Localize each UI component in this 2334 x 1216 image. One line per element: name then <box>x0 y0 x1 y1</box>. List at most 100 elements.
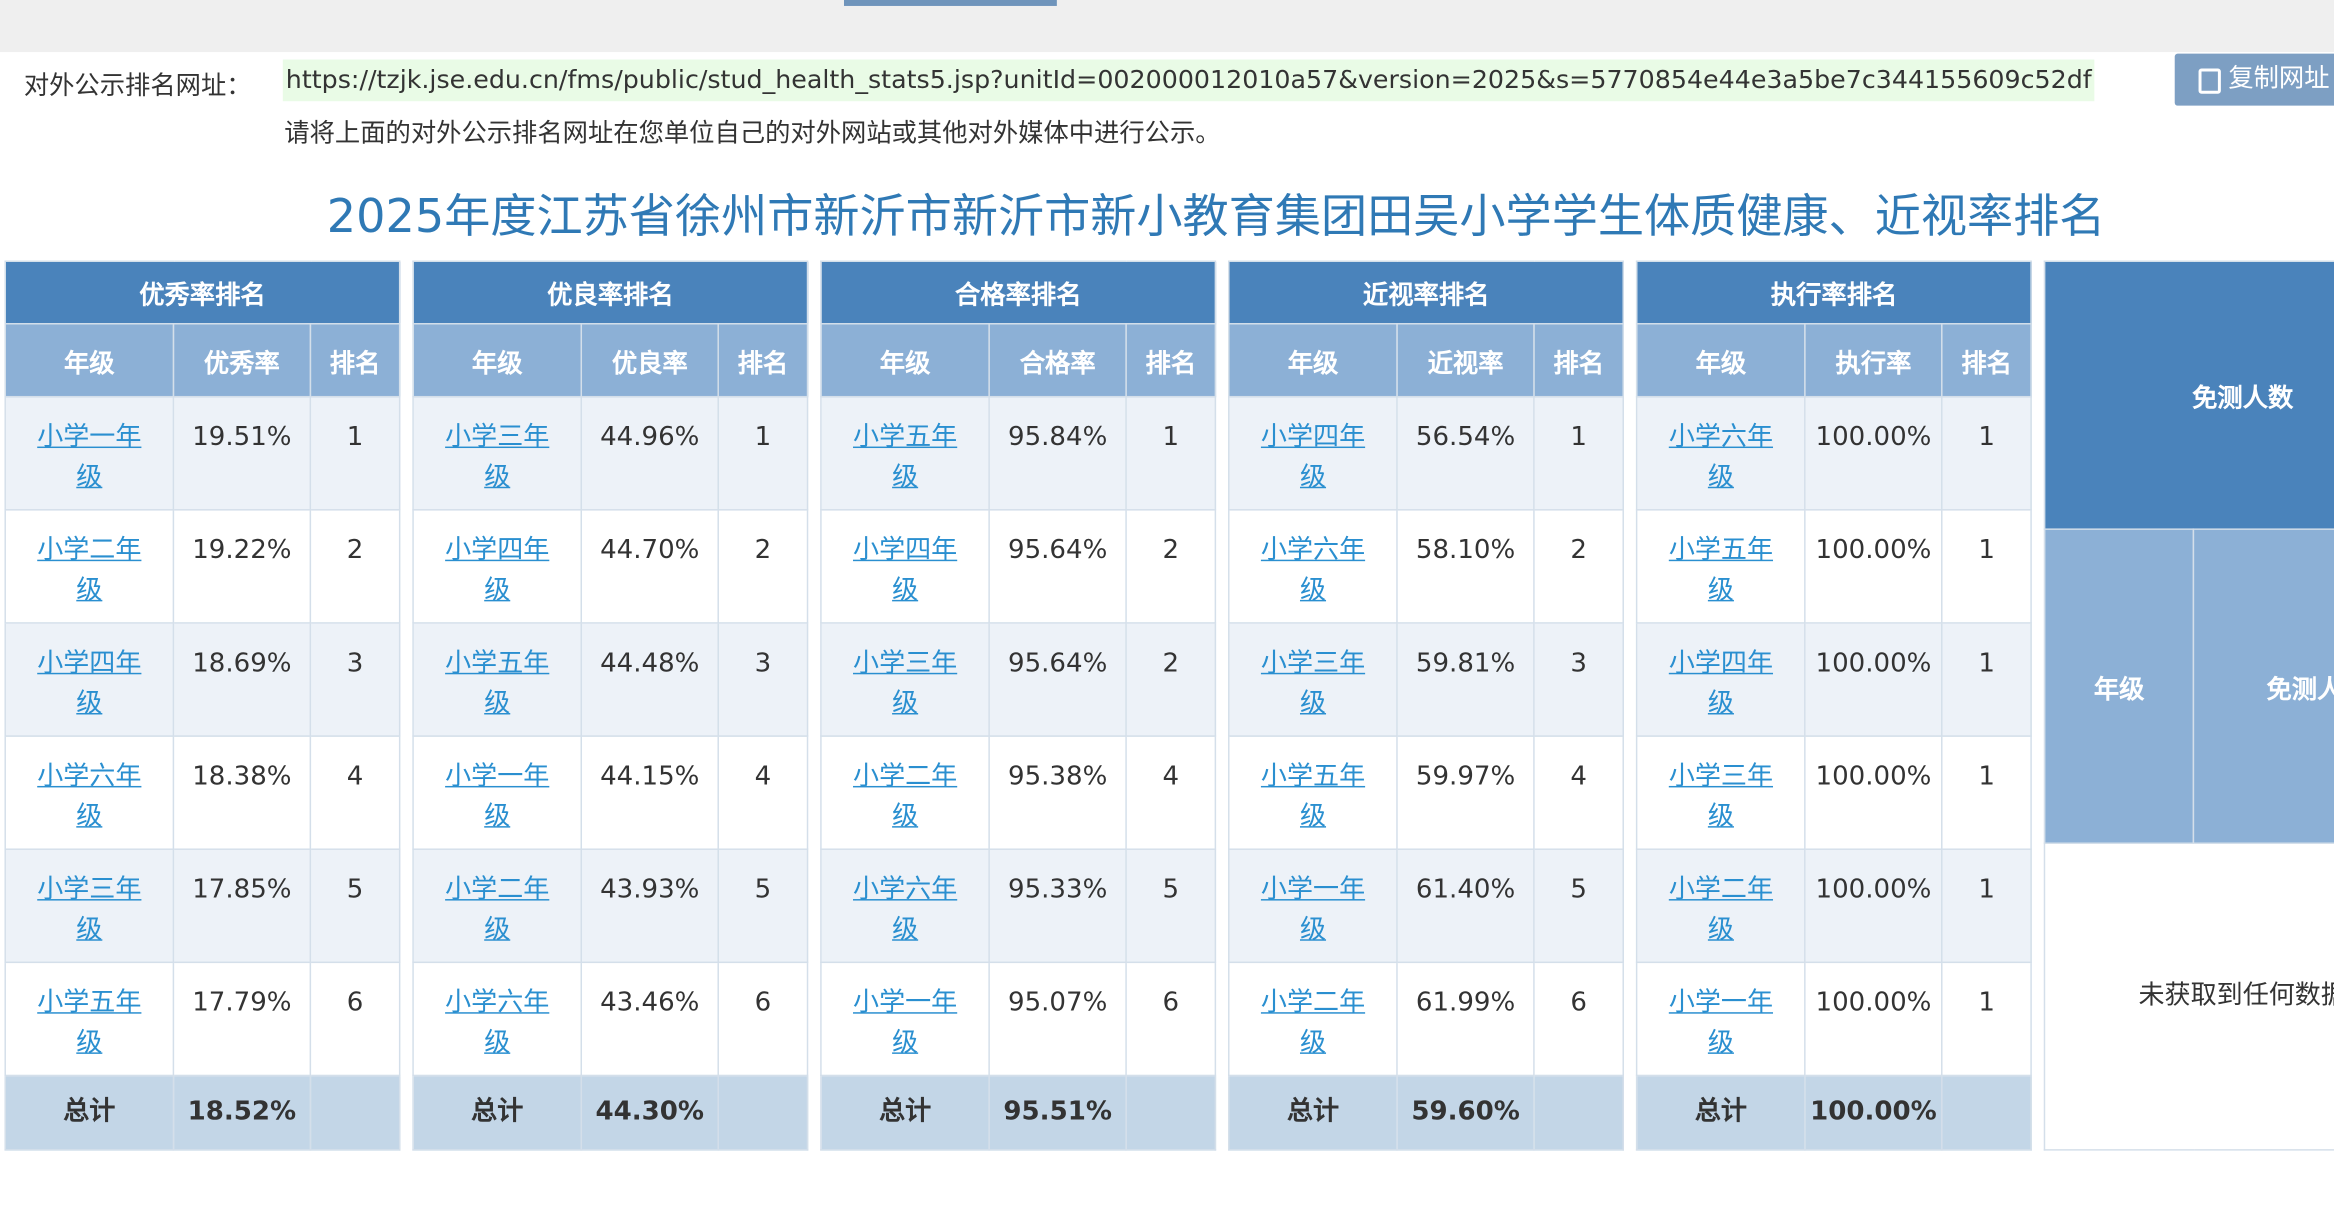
cell: 6 <box>717 961 809 1077</box>
total-cell: 44.30% <box>580 1074 720 1151</box>
cell: 95.33% <box>988 848 1127 964</box>
title-row: 优秀率排名 <box>4 260 401 325</box>
cell: 1 <box>1941 961 2033 1077</box>
column-header: 合格率 <box>988 323 1127 398</box>
grade-link[interactable]: 小学一年级 <box>37 422 142 493</box>
data-row: 小学三年级 59.81% 3 <box>1228 622 1625 737</box>
total-row: 总计 59.60% <box>1228 1074 1625 1151</box>
column-header: 排名 <box>1125 323 1217 398</box>
cell: 1 <box>1125 395 1217 511</box>
cell: 小学一年级 <box>1228 848 1398 964</box>
grade-link[interactable]: 小学一年级 <box>1668 988 1774 1059</box>
cell: 4 <box>309 735 401 850</box>
grade-link[interactable]: 小学三年级 <box>37 875 142 946</box>
column-header-row: 年级 优秀率 排名 <box>4 323 401 398</box>
top-bar <box>0 0 2334 53</box>
notice: 请将上面的对外公示排名网址在您单位自己的对外网站或其他对外媒体中进行公示。 <box>284 119 1221 149</box>
cell: 6 <box>1533 961 1625 1077</box>
cell: 小学三年级 <box>820 622 990 737</box>
grade-link[interactable]: 小学五年级 <box>445 648 550 719</box>
total-cell <box>717 1074 809 1151</box>
table-title: 免测人数 <box>2043 260 2334 531</box>
grade-link[interactable]: 小学六年级 <box>37 762 142 833</box>
column-header-row: 年级免测人数 <box>2043 528 2334 844</box>
column-header-row: 年级 优良率 排名 <box>412 323 809 398</box>
grade-link[interactable]: 小学一年级 <box>853 988 958 1059</box>
data-row: 小学五年级 44.48% 3 <box>412 622 809 737</box>
grade-link[interactable]: 小学三年级 <box>853 648 958 719</box>
column-header-row: 年级 近视率 排名 <box>1228 323 1625 398</box>
data-row: 小学二年级 19.22% 2 <box>4 509 401 624</box>
grade-link[interactable]: 小学五年级 <box>1260 762 1366 833</box>
data-row: 小学六年级 58.10% 2 <box>1228 509 1625 624</box>
grade-link[interactable]: 小学六年级 <box>1260 535 1366 606</box>
column-header: 优良率 <box>580 323 720 398</box>
grade-link[interactable]: 小学二年级 <box>1668 875 1774 946</box>
grade-link[interactable]: 小学六年级 <box>1668 422 1774 493</box>
grade-link[interactable]: 小学三年级 <box>1668 762 1774 833</box>
cell: 小学二年级 <box>412 848 583 964</box>
public-url: https://tzjk.jse.edu.cn/fms/public/stud_… <box>282 59 2095 102</box>
grade-link[interactable]: 小学五年级 <box>1668 535 1774 606</box>
grade-link[interactable]: 小学二年级 <box>1260 988 1366 1059</box>
column-header: 年级 <box>4 323 175 398</box>
data-row: 小学一年级 100.00% 1 <box>1636 961 2033 1077</box>
ranking-tables: 优秀率排名 年级 优秀率 排名 小学一年级 19.51% 1 小学二年级 19.22% 2 小学四年… <box>4 260 2334 1151</box>
grade-link[interactable]: 小学三年级 <box>1260 648 1366 719</box>
cell: 小学二年级 <box>820 735 990 850</box>
total-cell: 59.60% <box>1396 1074 1535 1151</box>
cell: 95.07% <box>988 961 1127 1077</box>
total-cell <box>1125 1074 1217 1151</box>
grade-link[interactable]: 小学四年级 <box>445 535 550 606</box>
data-row: 小学二年级 61.99% 6 <box>1228 961 1625 1077</box>
table-title: 近视率排名 <box>1228 260 1625 325</box>
cell: 小学六年级 <box>1636 395 1806 511</box>
data-row: 小学一年级 95.07% 6 <box>820 961 1217 1077</box>
ranking-table: 免测人数年级免测人数未获取到任何数据 <box>2043 260 2334 1151</box>
grade-link[interactable]: 小学二年级 <box>853 762 958 833</box>
total-cell <box>1533 1074 1625 1151</box>
column-header: 执行率 <box>1804 323 1943 398</box>
data-row: 小学二年级 100.00% 1 <box>1636 848 2033 964</box>
cell: 95.84% <box>988 395 1127 511</box>
total-row: 总计 100.00% <box>1636 1074 2033 1151</box>
column-header: 排名 <box>717 323 809 398</box>
cell: 1 <box>1533 395 1625 511</box>
copy-button[interactable]: 复制网址 <box>2174 53 2334 106</box>
grade-link[interactable]: 小学六年级 <box>445 988 550 1059</box>
grade-link[interactable]: 小学二年级 <box>37 535 142 606</box>
data-row: 小学四年级 100.00% 1 <box>1636 622 2033 737</box>
data-row: 小学五年级 59.97% 4 <box>1228 735 1625 850</box>
grade-link[interactable]: 小学六年级 <box>853 875 958 946</box>
total-cell <box>1941 1074 2033 1151</box>
cell: 44.70% <box>580 509 720 624</box>
grade-link[interactable]: 小学二年级 <box>445 875 550 946</box>
data-row: 小学二年级 95.38% 4 <box>820 735 1217 850</box>
grade-link[interactable]: 小学三年级 <box>445 422 550 493</box>
total-cell: 总计 <box>1228 1074 1398 1151</box>
cell: 小学二年级 <box>1636 848 1806 964</box>
cell: 5 <box>1125 848 1217 964</box>
grade-link[interactable]: 小学一年级 <box>1260 875 1366 946</box>
cell: 3 <box>717 622 809 737</box>
cell: 小学六年级 <box>820 848 990 964</box>
grade-link[interactable]: 小学四年级 <box>1668 648 1774 719</box>
grade-link[interactable]: 小学五年级 <box>37 988 142 1059</box>
data-row: 小学四年级 18.69% 3 <box>4 622 401 737</box>
cell: 小学二年级 <box>1228 961 1398 1077</box>
cell: 小学一年级 <box>4 395 175 511</box>
cell: 19.51% <box>172 395 312 511</box>
cell: 100.00% <box>1804 509 1943 624</box>
cell: 100.00% <box>1804 961 1943 1077</box>
grade-link[interactable]: 小学一年级 <box>445 762 550 833</box>
cell: 95.38% <box>988 735 1127 850</box>
grade-link[interactable]: 小学四年级 <box>37 648 142 719</box>
grade-link[interactable]: 小学四年级 <box>853 535 958 606</box>
active-tab[interactable] <box>843 0 1057 6</box>
total-cell <box>309 1074 401 1151</box>
grade-link[interactable]: 小学四年级 <box>1260 422 1366 493</box>
cell: 18.38% <box>172 735 312 850</box>
grade-link[interactable]: 小学五年级 <box>853 422 958 493</box>
cell: 56.54% <box>1396 395 1535 511</box>
